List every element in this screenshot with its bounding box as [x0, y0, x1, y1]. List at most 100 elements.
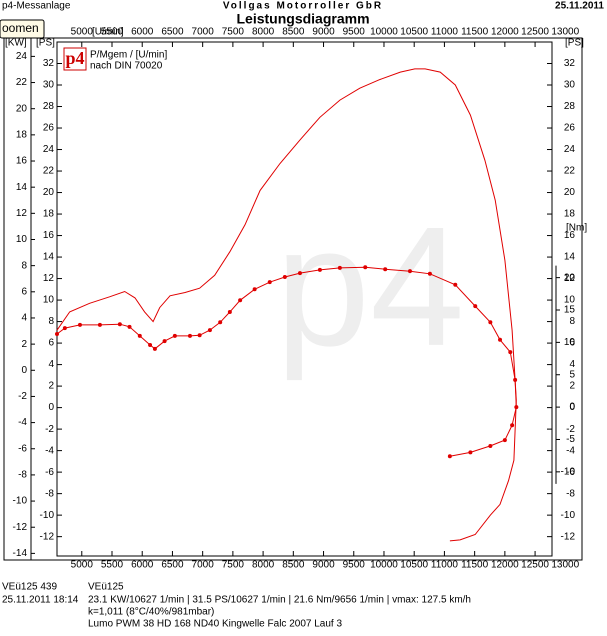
x-tick-label: 7500	[222, 27, 245, 38]
chart-title: Leistungsdiagramm	[236, 11, 369, 27]
x-tick-label: 12500	[521, 560, 549, 571]
y2-tick-label: 8	[569, 316, 575, 327]
y2-tick-label: 6	[569, 338, 575, 349]
y2-tick-label: 8	[48, 316, 54, 327]
y3-tick-label: -10	[561, 466, 576, 477]
x-tick-label: 6000	[131, 27, 154, 38]
y2-tick-label: 22	[43, 166, 55, 177]
y-tick-label: -6	[18, 443, 27, 454]
y2-tick-label: 24	[43, 144, 55, 155]
point	[488, 320, 493, 325]
y-tick-label: 24	[16, 51, 28, 62]
x-tick-label: 12000	[491, 27, 519, 38]
point	[197, 333, 202, 338]
y2-tick-label: 10	[564, 295, 576, 306]
x-tick-label: 6500	[161, 560, 184, 571]
y2-tick-label: -8	[566, 488, 575, 499]
y-unit: [KW]	[5, 38, 27, 49]
point	[488, 443, 493, 448]
x-tick-label: 13000	[551, 27, 579, 38]
footer-conditions: k=1,011 (8°C/40%/981mbar)	[88, 607, 214, 618]
zoom-button-label[interactable]: oomen	[2, 21, 39, 35]
y2-tick-label: 22	[564, 166, 576, 177]
y-tick-label: 6	[21, 286, 27, 297]
y-tick-label: 18	[16, 130, 28, 141]
y2-tick-label: -12	[40, 531, 55, 542]
y3-tick-label: 15	[564, 305, 576, 316]
legend-line: P/Mgem / [U/min]	[90, 50, 167, 61]
watermark: p4	[275, 192, 464, 382]
y2-tick-label: 0	[48, 402, 54, 413]
point	[187, 333, 192, 338]
y2-tick-label: 26	[564, 123, 576, 134]
point	[172, 333, 177, 338]
y2-tick-label: -6	[45, 467, 54, 478]
y2-tick-label: -2	[45, 424, 54, 435]
x-tick-label: 5500	[101, 560, 124, 571]
point	[267, 280, 272, 285]
y2-tick-label: 6	[48, 338, 54, 349]
y2-tick-label: 2	[48, 381, 54, 392]
y2-tick-label: -6	[566, 467, 575, 478]
y2-tick-label: -12	[561, 531, 576, 542]
point	[513, 377, 518, 382]
y-tick-label: 16	[16, 156, 28, 167]
x-unit: [U/min]	[92, 27, 124, 38]
x-tick-label: 12000	[491, 560, 519, 571]
legend-line: nach DIN 70020	[90, 61, 163, 72]
y-tick-label: 22	[16, 77, 28, 88]
y2-tick-label: 14	[43, 252, 55, 263]
logo-box	[63, 47, 87, 71]
point	[453, 282, 458, 287]
y2-tick-label: 4	[569, 359, 575, 370]
footer-vehicle: VEü125	[88, 582, 124, 593]
company: Vollgas Motorroller GbR	[223, 1, 383, 12]
point	[252, 287, 257, 292]
y2-tick-label: -10	[40, 510, 55, 521]
x-tick-label: 10500	[400, 560, 428, 571]
header-bar	[0, 0, 607, 12]
series-line	[56, 68, 517, 542]
y-tick-label: 4	[21, 313, 27, 324]
y2-tick-label: 26	[43, 123, 55, 134]
x-tick-label: 5000	[71, 27, 94, 38]
y2-tick-label: 30	[564, 80, 576, 91]
y-tick-label: 10	[16, 234, 28, 245]
y2-tick-label: -2	[566, 424, 575, 435]
point	[77, 322, 82, 327]
point	[427, 271, 432, 276]
point	[137, 333, 142, 338]
x-tick-label: 9000	[312, 560, 335, 571]
point	[238, 298, 243, 303]
y3-tick-label: 0	[569, 402, 575, 413]
footer-setup: Lumo PWM 38 HD 168 ND40 Kingwelle Falc 2…	[88, 619, 342, 630]
point	[498, 337, 503, 342]
y-tick-label: 8	[21, 260, 27, 271]
x-tick-label: 12500	[521, 27, 549, 38]
point	[447, 454, 452, 459]
point	[152, 346, 157, 351]
app-name: p4-Messanlage	[2, 1, 71, 12]
point	[148, 342, 153, 347]
point	[97, 322, 102, 327]
y-tick-label: -2	[18, 391, 27, 402]
y-tick-label: 20	[16, 103, 28, 114]
point	[282, 274, 287, 279]
y3-unit: [Nm]	[566, 223, 587, 234]
point	[317, 267, 322, 272]
point	[207, 328, 212, 333]
point	[62, 326, 67, 331]
x-tick-label: 13000	[551, 560, 579, 571]
y2-tick-label: 10	[43, 295, 55, 306]
point	[337, 265, 342, 270]
x-tick-label: 8500	[282, 560, 305, 571]
y-tick-label: -10	[13, 496, 28, 507]
x-tick-label: 8000	[252, 27, 275, 38]
footer-results: 23.1 KW/10627 1/min | 31.5 PS/10627 1/mi…	[88, 595, 471, 606]
point	[468, 450, 473, 455]
point	[218, 320, 223, 325]
y2-tick-label: 4	[48, 359, 54, 370]
y2-tick-label: 18	[43, 209, 55, 220]
y3-tick-label: 10	[564, 337, 576, 348]
